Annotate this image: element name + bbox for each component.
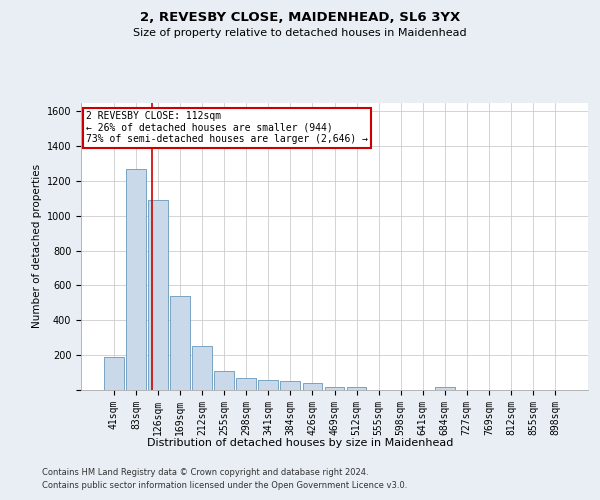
Bar [347,386,367,390]
Bar [435,386,455,390]
Bar [170,296,190,390]
Text: 2 REVESBY CLOSE: 112sqm
← 26% of detached houses are smaller (944)
73% of semi-d: 2 REVESBY CLOSE: 112sqm ← 26% of detache… [86,111,368,144]
Bar [104,357,124,390]
Bar [192,346,212,390]
Bar [214,371,234,390]
Bar [148,200,168,390]
Bar [280,382,301,390]
Text: Distribution of detached houses by size in Maidenhead: Distribution of detached houses by size … [147,438,453,448]
Text: Contains HM Land Registry data © Crown copyright and database right 2024.: Contains HM Land Registry data © Crown c… [42,468,368,477]
Bar [325,386,344,390]
Bar [126,168,146,390]
Bar [259,380,278,390]
Text: Contains public sector information licensed under the Open Government Licence v3: Contains public sector information licen… [42,482,407,490]
Text: Size of property relative to detached houses in Maidenhead: Size of property relative to detached ho… [133,28,467,38]
Text: 2, REVESBY CLOSE, MAIDENHEAD, SL6 3YX: 2, REVESBY CLOSE, MAIDENHEAD, SL6 3YX [140,11,460,24]
Y-axis label: Number of detached properties: Number of detached properties [32,164,43,328]
Bar [302,383,322,390]
Bar [236,378,256,390]
